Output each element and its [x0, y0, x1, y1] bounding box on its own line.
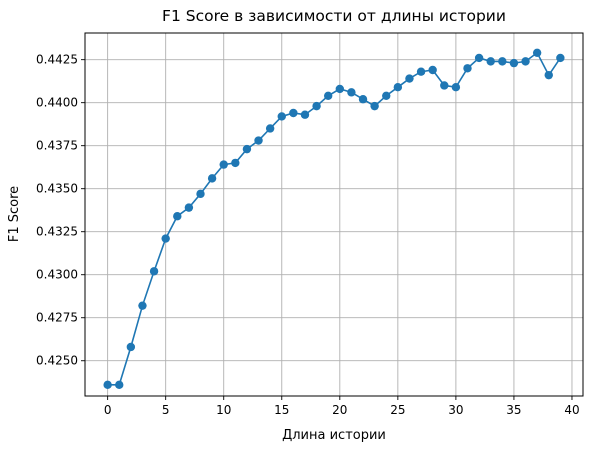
data-point	[382, 91, 391, 100]
y-tick-label: 0.4275	[36, 311, 78, 325]
data-point	[254, 136, 263, 145]
y-axis-label: F1 Score	[7, 186, 22, 242]
data-point	[486, 57, 495, 66]
data-point	[126, 342, 136, 352]
data-point	[219, 160, 228, 169]
data-point	[115, 380, 124, 390]
x-tick-label: 10	[216, 403, 231, 417]
data-point	[312, 101, 321, 111]
data-point	[207, 174, 217, 183]
data-point	[532, 48, 542, 57]
series-layer	[103, 48, 565, 390]
data-point	[358, 95, 368, 104]
y-tick-label: 0.4325	[36, 225, 78, 239]
x-tick-label: 40	[564, 403, 579, 417]
data-point	[463, 64, 472, 73]
data-point	[474, 53, 484, 63]
data-point	[265, 124, 275, 133]
x-tick-label: 20	[332, 403, 347, 417]
data-point	[405, 74, 414, 83]
data-point	[509, 58, 519, 68]
y-tick-label: 0.4375	[36, 139, 78, 153]
data-point	[103, 380, 112, 390]
y-tick-label: 0.4425	[36, 53, 78, 67]
data-point	[451, 82, 461, 92]
data-point	[347, 88, 356, 97]
data-point	[428, 65, 437, 75]
chart-title: F1 Score в зависимости от длины истории	[162, 7, 506, 25]
data-point	[370, 101, 379, 111]
data-point	[521, 57, 530, 66]
data-point	[300, 110, 310, 119]
x-tick-label: 35	[506, 403, 521, 417]
x-axis-label: Длина истории	[282, 428, 386, 443]
grid	[85, 33, 583, 396]
data-point	[544, 70, 553, 80]
data-point	[231, 158, 240, 168]
data-point	[196, 189, 205, 199]
x-tick-label: 25	[390, 403, 405, 417]
x-tick-label: 15	[274, 403, 289, 417]
y-tick-label: 0.4300	[36, 268, 78, 282]
data-point	[556, 53, 565, 63]
x-tick-label: 0	[104, 403, 112, 417]
data-point	[416, 67, 426, 76]
data-point	[440, 81, 449, 90]
data-point	[289, 108, 298, 118]
axis-ticks: 0 5 10 15 20 25 30 35 40 0.4250 0.4275 0.4300 0.4325…	[36, 53, 580, 417]
y-tick-label: 0.4350	[36, 182, 78, 196]
data-point	[149, 267, 159, 276]
data-point	[138, 301, 147, 310]
data-point	[173, 212, 182, 221]
y-tick-label: 0.4250	[36, 354, 78, 368]
data-point	[277, 112, 286, 121]
x-tick-label: 5	[162, 403, 170, 417]
series-line	[107, 51, 562, 386]
y-tick-label: 0.4400	[36, 96, 78, 110]
data-point	[161, 234, 170, 243]
plot-area-frame	[84, 32, 584, 397]
x-tick-label: 30	[448, 403, 463, 417]
data-point	[335, 84, 345, 94]
data-point	[498, 57, 507, 66]
data-point	[184, 203, 194, 212]
data-point	[393, 82, 403, 92]
data-point	[242, 144, 252, 154]
data-point	[323, 91, 333, 100]
